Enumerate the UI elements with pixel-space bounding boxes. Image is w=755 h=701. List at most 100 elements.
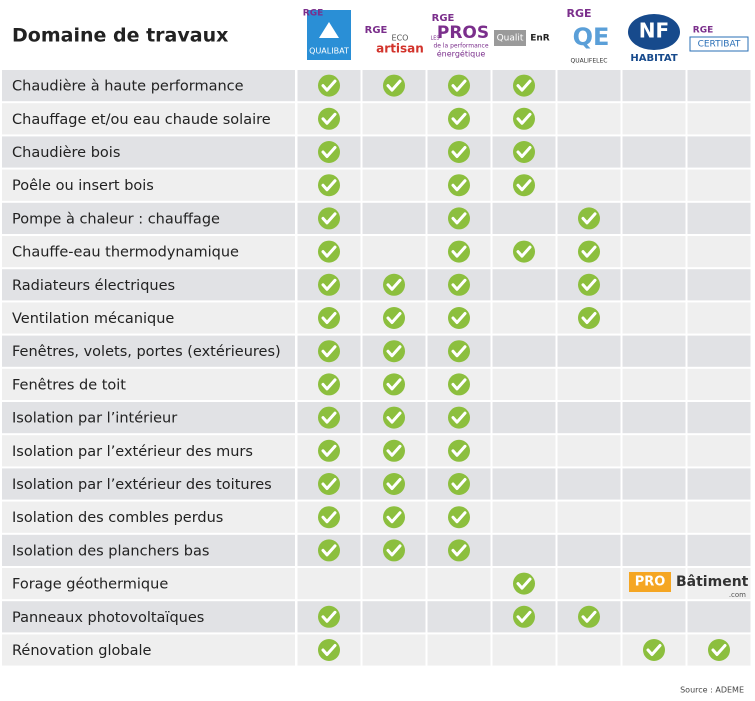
row-label: Fenêtres, volets, portes (extérieures) <box>12 344 281 360</box>
row-label: Forage géothermique <box>12 577 168 593</box>
cell <box>687 202 751 234</box>
check-tick <box>646 644 662 656</box>
check-tick <box>516 79 532 92</box>
cell <box>622 269 686 301</box>
check-icon <box>448 506 470 529</box>
cell <box>622 534 686 566</box>
check-tick <box>321 444 337 457</box>
check-tick <box>451 278 467 291</box>
check-icon <box>318 539 340 562</box>
row-label: Ventilation mécanique <box>12 311 174 327</box>
logo-text: RGE <box>693 26 713 36</box>
check-icon <box>383 307 405 329</box>
cell <box>557 136 621 168</box>
logo-text: QUALIBAT <box>309 47 349 56</box>
cell <box>557 70 621 102</box>
cell <box>557 435 621 467</box>
logo-text: NF <box>639 19 669 43</box>
row-label: Rénovation globale <box>12 643 151 659</box>
row-label: Panneaux photovoltaïques <box>12 610 204 626</box>
check-icon <box>448 240 470 263</box>
check-tick <box>451 544 467 557</box>
check-icon <box>318 340 340 363</box>
cell <box>427 601 491 633</box>
cell <box>687 501 751 533</box>
check-tick <box>386 511 402 524</box>
check-tick <box>386 312 402 324</box>
check-tick <box>451 444 467 457</box>
cell <box>622 236 686 268</box>
pro-box <box>629 572 671 592</box>
check-icon <box>448 340 470 363</box>
check-tick <box>386 79 402 92</box>
check-icon <box>448 74 470 97</box>
label-cell <box>2 634 295 666</box>
logo-text: LES <box>430 36 439 42</box>
check-tick <box>516 112 532 125</box>
check-tick <box>581 245 597 258</box>
cell <box>622 468 686 500</box>
label-cell <box>2 70 295 102</box>
check-icon <box>318 207 340 230</box>
check-icon <box>708 639 730 661</box>
label-cell <box>2 136 295 168</box>
check-icon <box>318 273 340 296</box>
check-tick <box>321 411 337 424</box>
check-icon <box>383 506 405 529</box>
cell <box>687 568 751 600</box>
check-tick <box>516 146 532 158</box>
pro-text: PRO <box>635 575 666 590</box>
check-icon <box>578 273 600 296</box>
cell <box>622 136 686 168</box>
row-label: Isolation par l’extérieur des murs <box>12 444 253 460</box>
check-icon <box>448 307 470 329</box>
cell <box>492 269 556 301</box>
label-cell <box>2 103 295 135</box>
cell <box>622 70 686 102</box>
row-label: Fenêtres de toit <box>12 377 126 393</box>
check-tick <box>451 245 467 258</box>
check-tick <box>321 212 337 225</box>
check-tick <box>516 245 532 258</box>
cell <box>687 236 751 268</box>
cell <box>362 103 426 135</box>
check-icon <box>383 406 405 429</box>
row-label: Isolation des combles perdus <box>12 510 223 526</box>
cell <box>492 468 556 500</box>
logo-text: de la performance <box>433 43 488 50</box>
check-tick <box>386 378 402 391</box>
check-icon <box>448 406 470 429</box>
cell <box>362 169 426 201</box>
cell <box>362 236 426 268</box>
cell <box>687 468 751 500</box>
check-tick <box>581 312 597 324</box>
check-icon <box>318 439 340 462</box>
check-tick <box>321 312 337 324</box>
cell <box>687 368 751 400</box>
cell <box>492 202 556 234</box>
check-tick <box>321 544 337 557</box>
row-label: Pompe à chaleur : chauffage <box>12 211 220 227</box>
cell <box>362 202 426 234</box>
check-tick <box>386 278 402 291</box>
check-icon <box>513 605 535 628</box>
cell <box>622 601 686 633</box>
check-icon <box>643 639 665 661</box>
cell <box>557 468 621 500</box>
check-tick <box>451 79 467 92</box>
logo-shape <box>319 22 339 38</box>
logo-text: CERTIBAT <box>698 40 741 50</box>
logo-text: EnR <box>530 34 550 44</box>
label-cell <box>2 402 295 434</box>
cell <box>362 634 426 666</box>
check-icon <box>448 174 470 197</box>
cell <box>557 568 621 600</box>
check-icon <box>513 572 535 595</box>
logo-text: RGE <box>365 25 388 36</box>
check-icon <box>318 240 340 263</box>
check-icon <box>513 240 535 263</box>
source: Source : ADEME <box>680 686 744 695</box>
label-cell <box>2 601 295 633</box>
label-cell <box>2 236 295 268</box>
